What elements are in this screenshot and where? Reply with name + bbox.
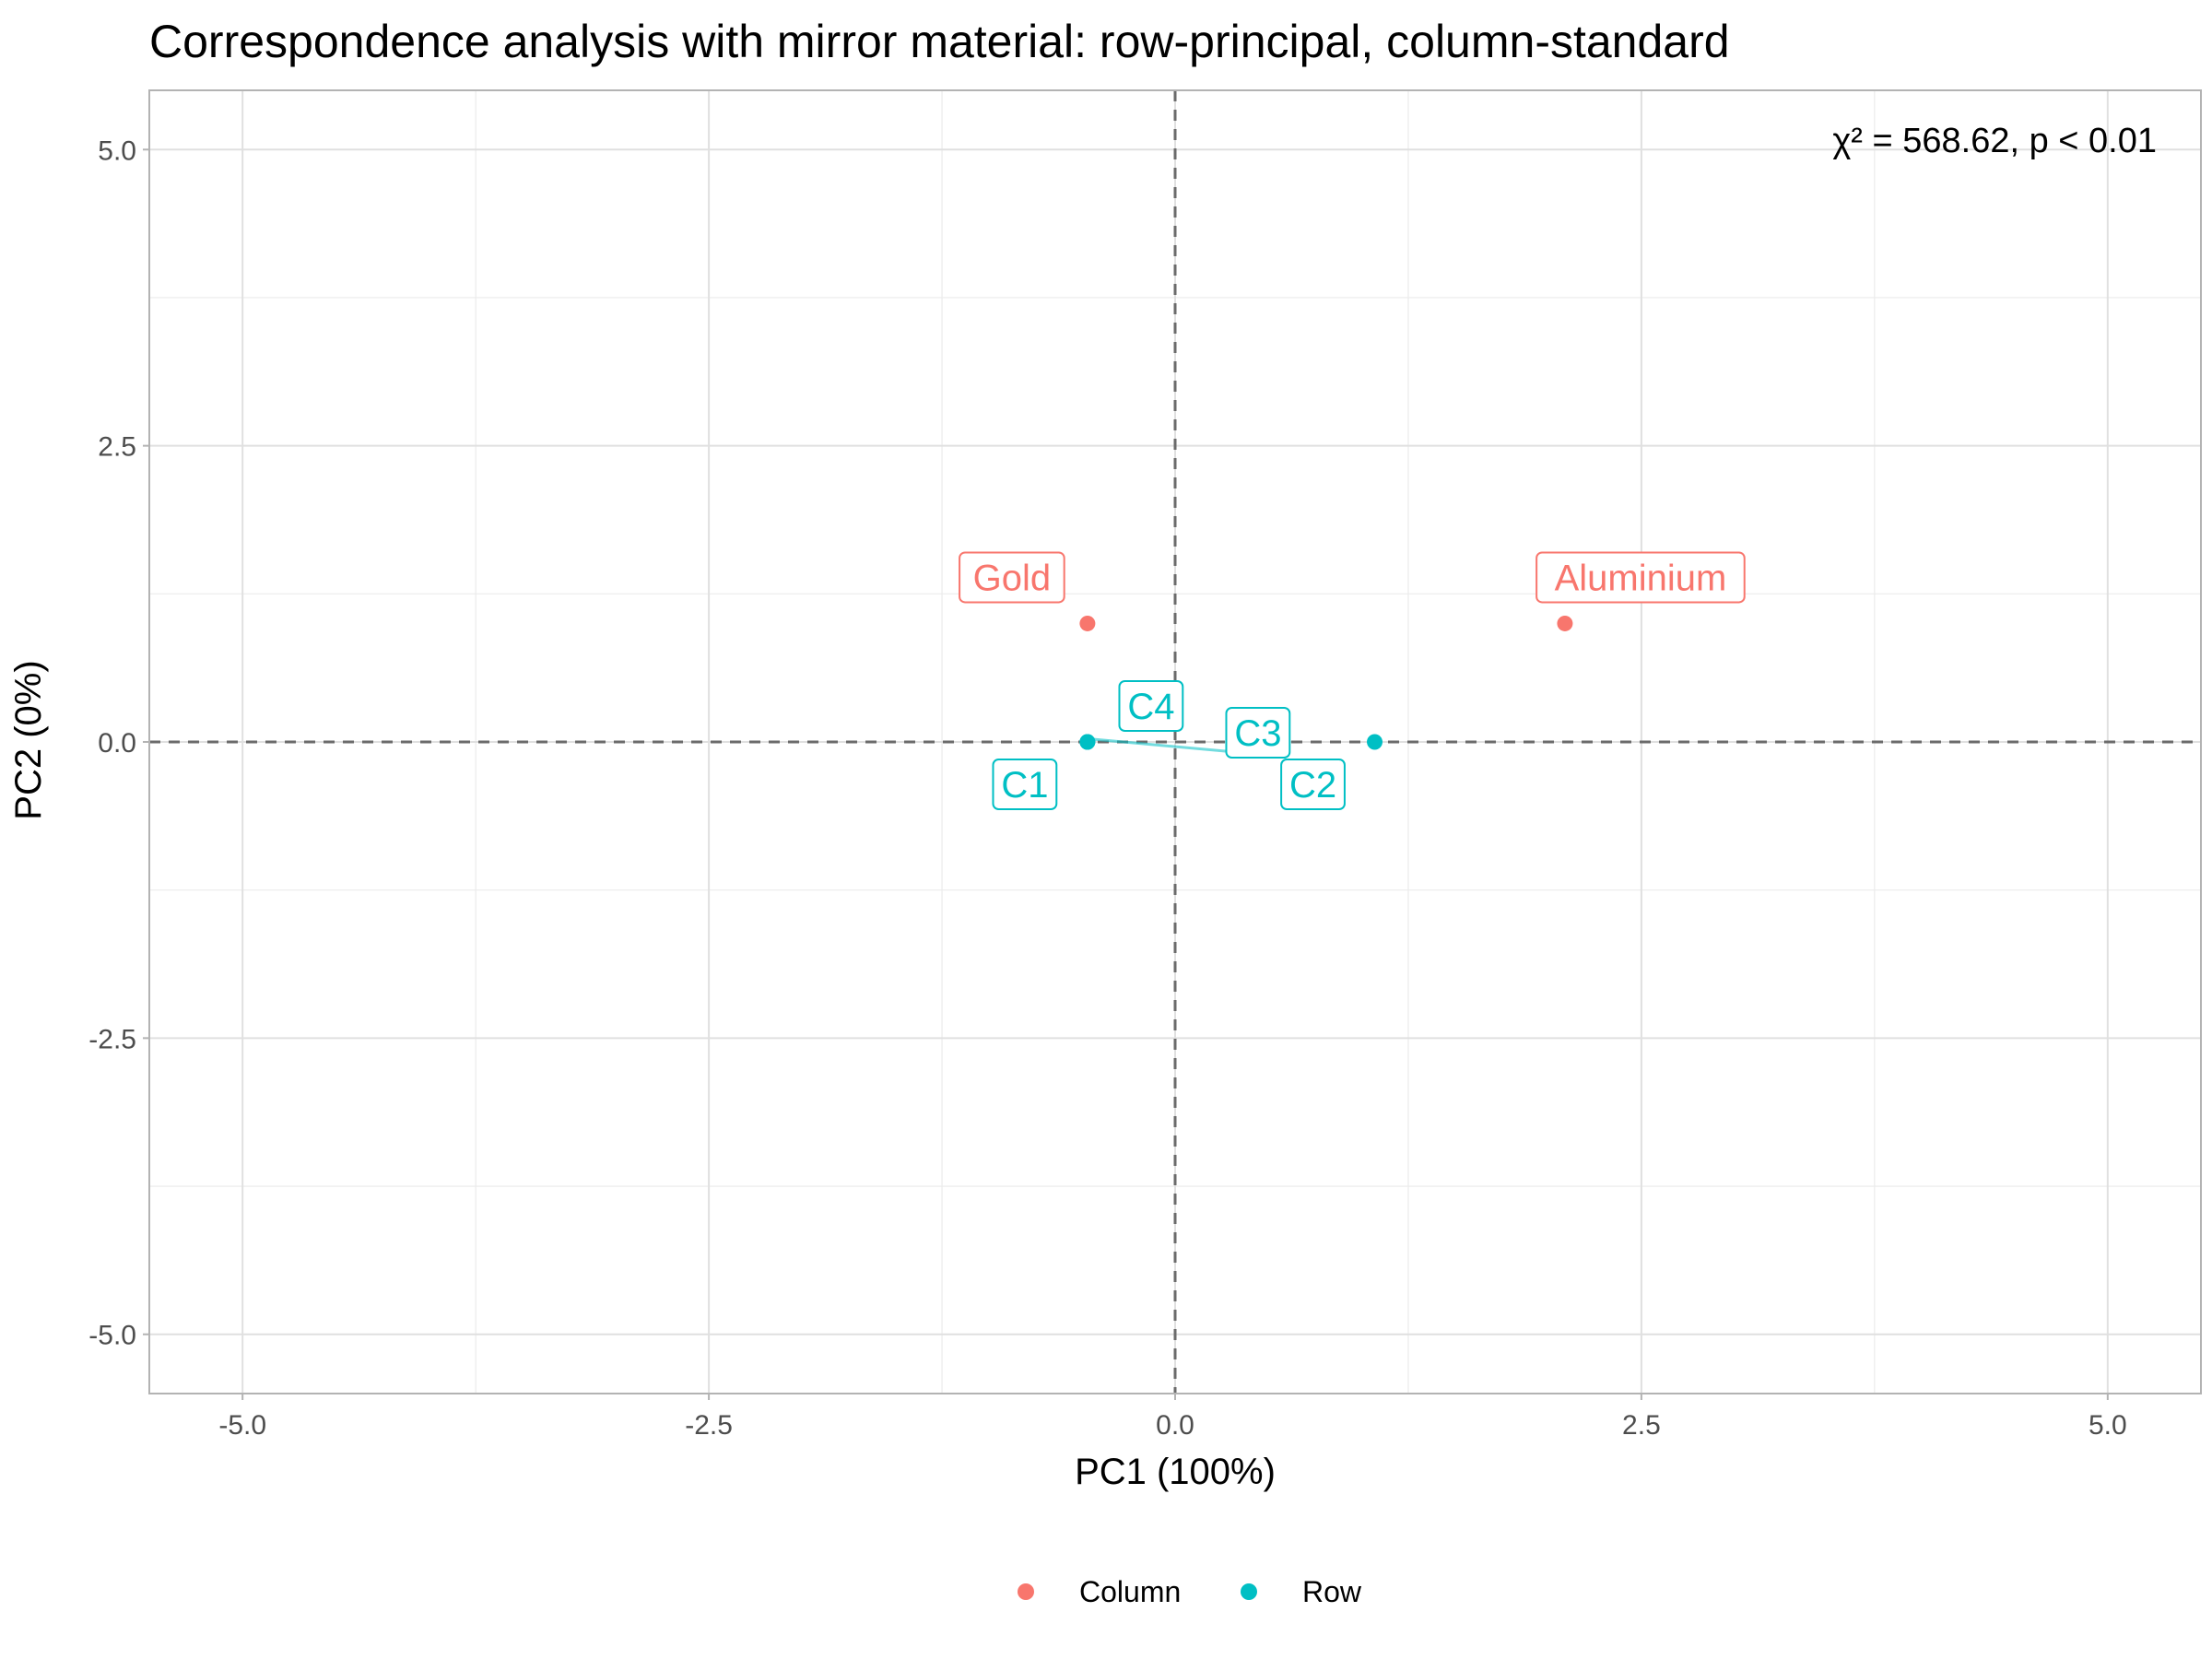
label-box-c1 — [992, 759, 1058, 810]
label-box-c4 — [1118, 680, 1184, 732]
y-tick-label: 5.0 — [98, 135, 136, 166]
x-tick-label: 2.5 — [1622, 1410, 1661, 1441]
x-tick-label: -5.0 — [218, 1410, 266, 1441]
point-label-c1: C1 — [1001, 765, 1048, 806]
point-label-c3: C3 — [1234, 713, 1281, 754]
chart-title: Correspondence analysis with mirror mate… — [149, 16, 1730, 67]
legend-key-row — [1241, 1583, 1257, 1600]
label-box-c2 — [1280, 759, 1346, 810]
label-connector-c3 — [1092, 737, 1236, 754]
y-axis-ticks: -5.0 -2.5 0.0 2.5 5.0 — [88, 135, 149, 1351]
data-point — [1557, 615, 1573, 631]
y-tick-label: -5.0 — [88, 1321, 136, 1351]
y-axis-title: PC2 (0%) — [8, 660, 49, 819]
legend-key-column — [1018, 1583, 1034, 1600]
data-point — [1367, 734, 1383, 750]
x-axis-ticks: -5.0 -2.5 0.0 2.5 5.0 — [218, 1394, 2127, 1441]
point-label-c2: C2 — [1289, 765, 1336, 806]
legend-label-column: Column — [1079, 1575, 1181, 1608]
legend-label-row: Row — [1302, 1575, 1362, 1608]
label-box-c3 — [1225, 707, 1291, 759]
y-tick-label: 0.0 — [98, 728, 136, 759]
legend: Column Row — [1018, 1575, 1362, 1608]
x-tick-label: 0.0 — [1156, 1410, 1194, 1441]
y-tick-label: -2.5 — [88, 1024, 136, 1054]
data-point — [1079, 734, 1096, 750]
label-box-aluminium — [1535, 551, 1746, 604]
reference-lines — [149, 90, 2201, 1394]
x-axis-title: PC1 (100%) — [1075, 1452, 1276, 1492]
x-tick-label: -2.5 — [685, 1410, 733, 1441]
point-label-gold: Gold — [973, 558, 1052, 598]
point-label-aluminium: Aluminium — [1555, 558, 1727, 598]
data-points — [1079, 615, 1573, 750]
chi-square-annotation: χ² = 568.62, p < 0.01 — [1832, 122, 2157, 160]
y-tick-label: 2.5 — [98, 432, 136, 463]
data-point — [1079, 615, 1096, 631]
point-label-c4: C4 — [1127, 687, 1174, 727]
label-box-gold — [959, 551, 1065, 604]
x-tick-label: 5.0 — [2088, 1410, 2127, 1441]
label-connectors — [1092, 737, 1236, 754]
